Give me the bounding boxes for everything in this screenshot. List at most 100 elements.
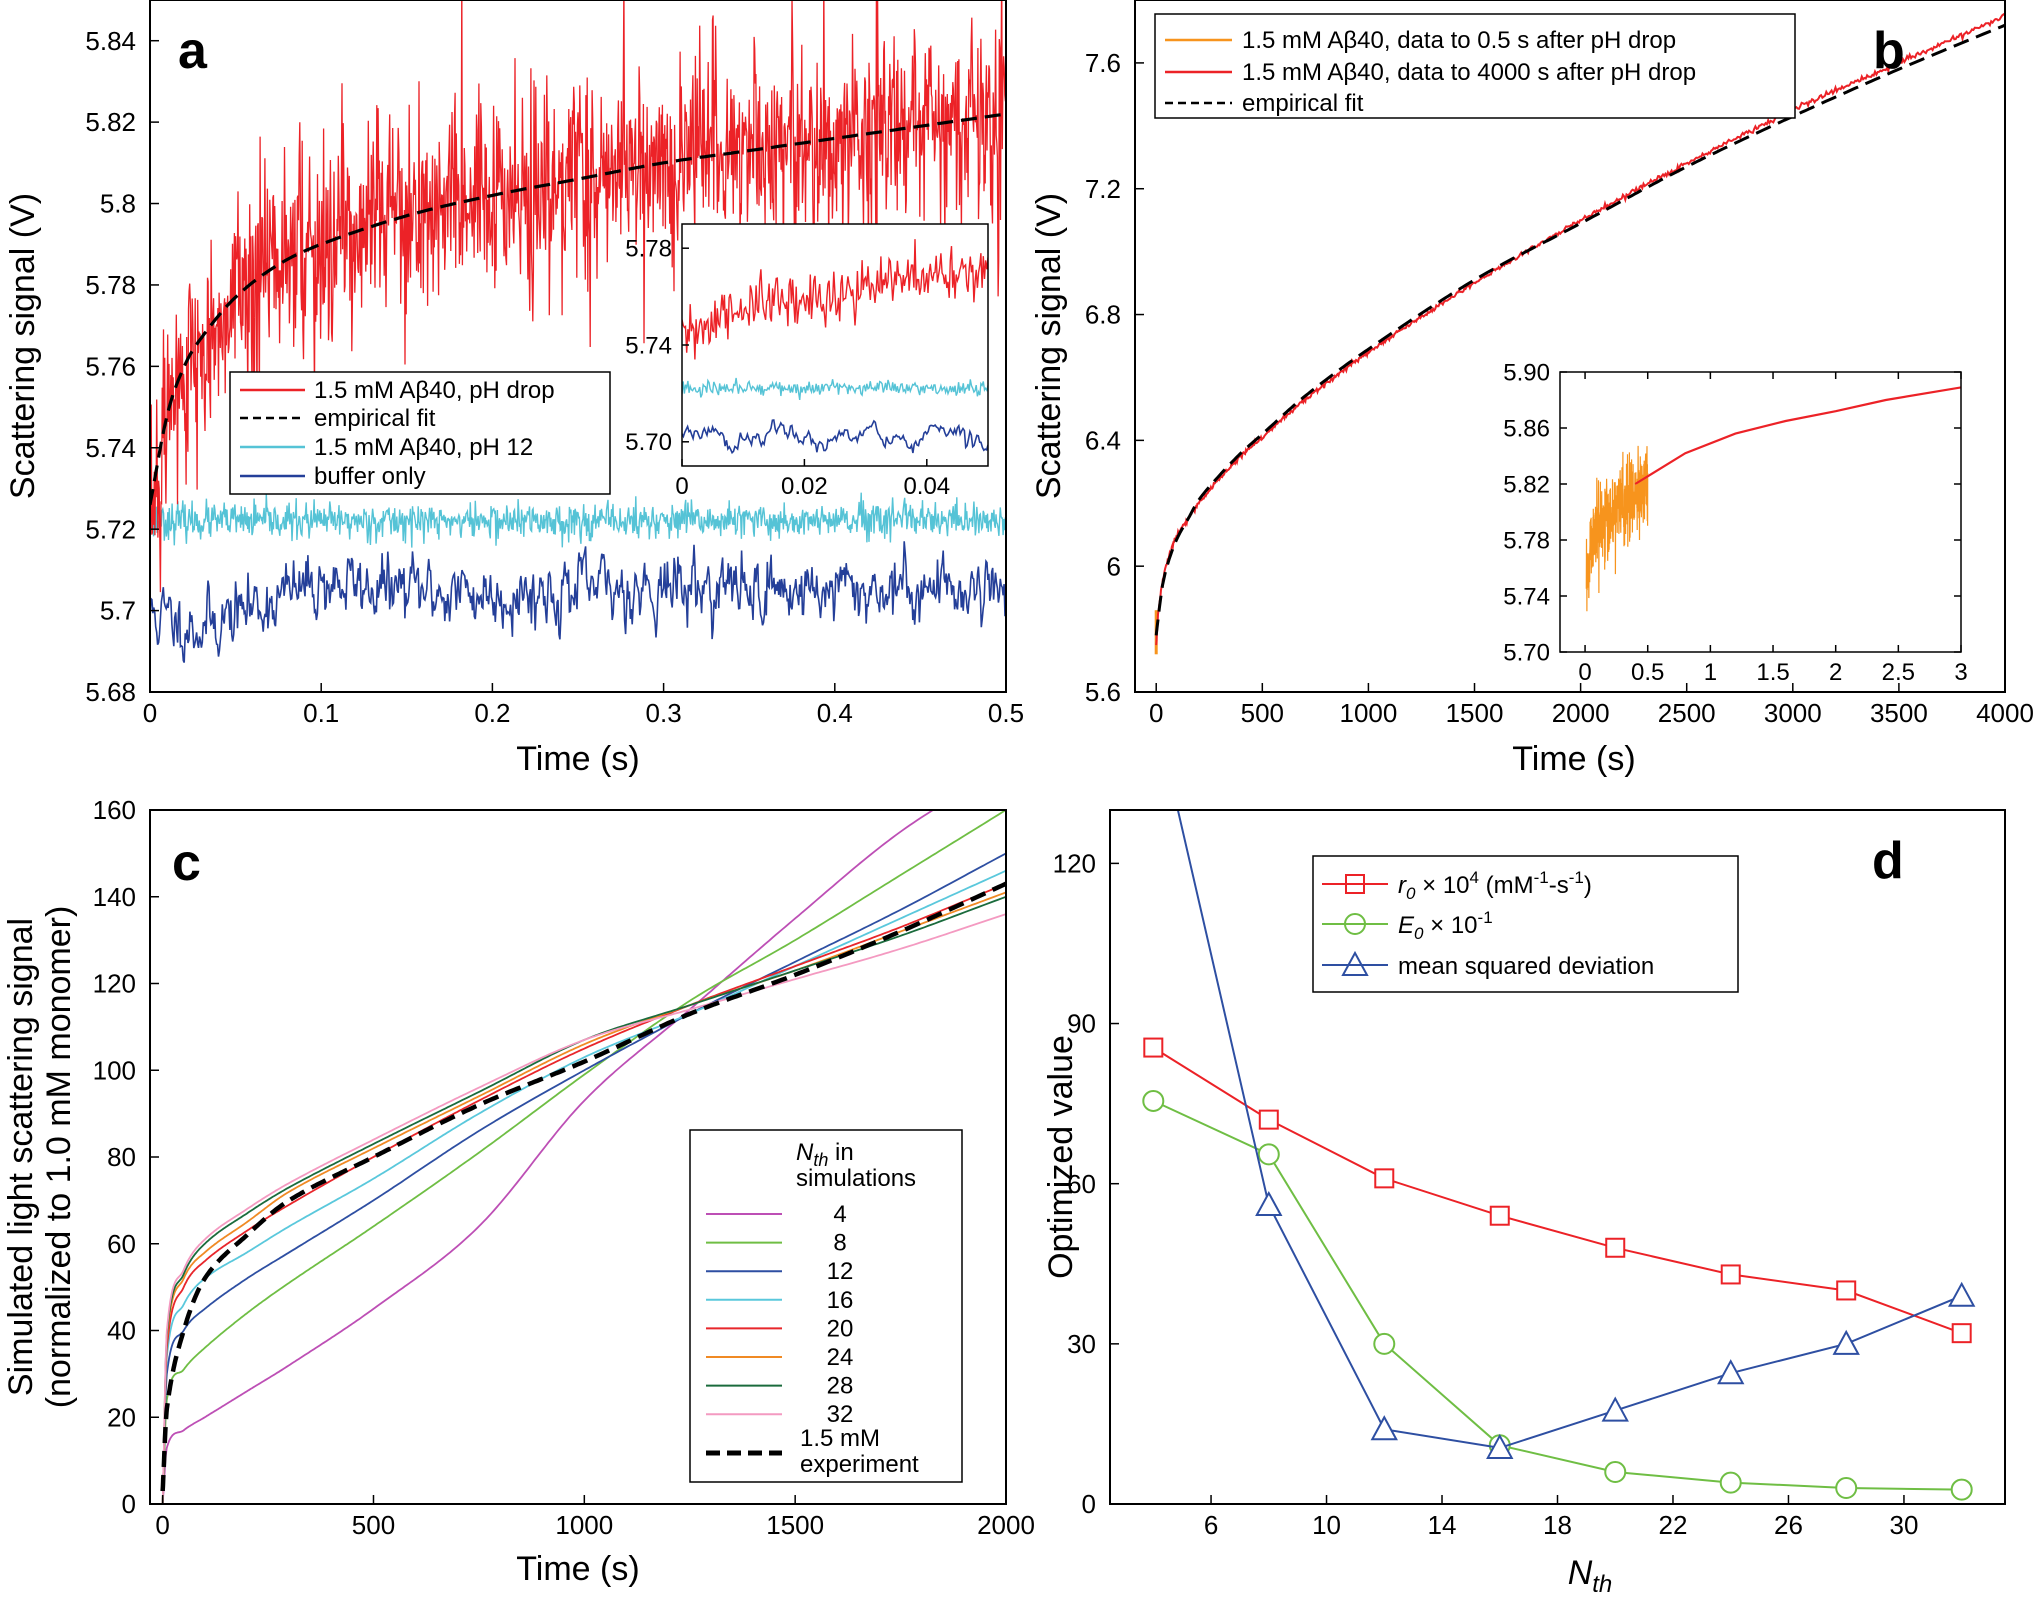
- panel-c-series-nth-12: [161, 852, 1006, 1504]
- panel-c-legend-box: [689, 1129, 963, 1483]
- panel-c-legend-item-28: 28: [827, 1373, 854, 1400]
- panel-c-ytick-label: 160: [93, 795, 136, 825]
- panel-a-series-buffer-only: [150, 541, 1006, 663]
- panel-a-xlabel: Time (s): [516, 740, 639, 778]
- panel-d-marker-r0: [1951, 1323, 1972, 1344]
- panel-a-ytick-label: 5.8: [100, 189, 136, 219]
- panel-c-legend-item-20: 20: [827, 1315, 854, 1342]
- panel-d-ytick-label: 30: [1067, 1329, 1096, 1359]
- panel-a-inset-ytick-label: 5.74: [625, 332, 672, 359]
- panel-a-ytick-label: 5.7: [100, 596, 136, 626]
- panel-b-xtick-label: 3000: [1764, 698, 1822, 728]
- panel-d-marker-e0: [1257, 1143, 1280, 1166]
- panel-c-legend-item-16: 16: [827, 1287, 854, 1314]
- panel-d-marker-msd: [1370, 1415, 1398, 1441]
- panel-c-axes: 0 500 1000 1500 2000 0 20 40 60 80 100 120 140 160: [93, 795, 1035, 1540]
- panel-c-label: c: [172, 834, 201, 892]
- panel-b-inset-xtick-label: 0.5: [1631, 659, 1664, 686]
- panel-d-marker-r0: [1258, 1109, 1279, 1130]
- panel-a-ytick-label: 5.68: [85, 677, 136, 707]
- panel-a-xtick-label: 0.1: [303, 698, 339, 728]
- panel-d-axes: 6 10 14 18 22 26 30 0 30 60 90 120: [1053, 848, 1919, 1540]
- panel-d-marker-msd: [1601, 1396, 1629, 1422]
- panel-a-legend: 1.5 mM Aβ40, pH drop empirical fit 1.5 m…: [229, 371, 611, 495]
- panel-b-plot-area: [1154, 13, 2005, 655]
- panel-b-legend-short: 1.5 mM Aβ40, data to 0.5 s after pH drop: [1242, 27, 1676, 54]
- panel-b-inset-ytick-label: 5.70: [1503, 639, 1550, 666]
- panel-b-inset-xtick-label: 1: [1704, 659, 1717, 686]
- panel-b-ytick-label: 5.6: [1085, 677, 1121, 707]
- panel-a-ytick-label: 5.74: [85, 433, 136, 463]
- panel-a-ytick-label: 5.72: [85, 514, 136, 544]
- panel-d-xtick-label: 18: [1543, 1510, 1572, 1540]
- panel-d-ytick-label: 60: [1067, 1169, 1096, 1199]
- panel-a-inset-series-ph-drop: [682, 239, 988, 360]
- panel-c-ytick-label: 100: [93, 1055, 136, 1085]
- panel-a-inset-xtick-label: 0.02: [781, 473, 828, 500]
- panel-d-legend-msd: mean squared deviation: [1398, 953, 1654, 980]
- panel-d-marker-e0: [1142, 1089, 1165, 1112]
- panel-a-inset: 0 0.02 0.04 5.70 5.74 5.78: [625, 223, 989, 500]
- panel-c-legend-item-32: 32: [827, 1401, 854, 1428]
- panel-b-legend-box: [1154, 13, 1796, 119]
- panel-c-legend-item-24: 24: [827, 1344, 854, 1371]
- panel-d-legend-e0: E0 × 10-1: [1398, 908, 1493, 943]
- panel-c-xlabel: Time (s): [516, 1550, 639, 1588]
- panel-a-inset-ytick-label: 5.78: [625, 236, 672, 263]
- panel-d-label: d: [1872, 832, 1904, 890]
- panel-c-series-nth-32: [161, 913, 1006, 1504]
- panel-c-ytick-label: 0: [122, 1489, 136, 1519]
- panel-c-ytick-label: 60: [107, 1229, 136, 1259]
- panel-a-inset-xtick-label: 0.04: [903, 473, 950, 500]
- panel-b-inset-ytick-label: 5.90: [1503, 359, 1550, 386]
- panel-c-ytick-label: 140: [93, 882, 136, 912]
- panel-d-marker-e0: [1950, 1478, 1973, 1501]
- panel-d-legend-marker-e0: [1344, 913, 1366, 935]
- panel-a-series-ph12: [150, 492, 1006, 548]
- panel-a-xtick-label: 0.5: [988, 698, 1024, 728]
- panel-b-ytick-label: 7.6: [1085, 48, 1121, 78]
- panel-a-xtick-label: 0.3: [646, 698, 682, 728]
- panel-a-ylabel: Scattering signal (V): [4, 193, 42, 499]
- panel-a-inset-xtick-label: 0: [675, 473, 688, 500]
- panel-c-series-nth-16: [161, 869, 1006, 1504]
- panel-b-ytick-label: 7.2: [1085, 174, 1121, 204]
- panel-d-legend-marker-msd: [1341, 950, 1369, 976]
- panel-d-marker-e0: [1835, 1476, 1858, 1499]
- panel-d-marker-msd: [1717, 1359, 1745, 1385]
- panel-d-marker-r0: [1143, 1037, 1164, 1058]
- panel-b-xtick-label: 1500: [1446, 698, 1504, 728]
- panel-a-plot-area: [150, 0, 1006, 663]
- panel-d-marker-e0: [1719, 1471, 1742, 1494]
- panel-b-label: b: [1873, 22, 1905, 80]
- panel-d-ylabel: Optimized value: [1042, 1035, 1080, 1279]
- panel-d-series-line-square: [1152, 1046, 1963, 1335]
- panel-b-inset-ytick-label: 5.74: [1503, 583, 1550, 610]
- panel-c-legend-item-4: 4: [833, 1201, 846, 1228]
- panel-c-xtick-label: 2000: [977, 1510, 1035, 1540]
- panel-b-xtick-label: 3500: [1870, 698, 1928, 728]
- panel-b-inset-xtick-label: 2.5: [1882, 659, 1915, 686]
- panel-c-xtick-label: 1500: [766, 1510, 824, 1540]
- panel-d-marker-r0: [1374, 1168, 1395, 1189]
- panel-d-ytick-label: 0: [1082, 1489, 1096, 1519]
- panel-c-series-nth-8: [161, 810, 1006, 1504]
- panel-a-xtick-label: 0.2: [474, 698, 510, 728]
- panel-d-marker-r0: [1836, 1280, 1857, 1301]
- panel-d-marker-msd: [1948, 1281, 1976, 1307]
- panel-d-marker-r0: [1489, 1205, 1510, 1226]
- panel-c-series-experiment: [160, 881, 1006, 1491]
- panel-d-legend: r0 × 104 (mM-1-s-1) E0 × 10-1 mean squar…: [1312, 855, 1739, 993]
- panel-d-xtick-label: 30: [1889, 1510, 1918, 1540]
- panel-b-inset-series-long-data: [1634, 386, 1961, 485]
- panel-d-marker-e0: [1604, 1460, 1627, 1483]
- panel-a-legend-ph12: 1.5 mM Aβ40, pH 12: [314, 434, 533, 461]
- panel-d-ytick-label: 120: [1053, 848, 1096, 878]
- panel-b-xtick-label: 2500: [1658, 698, 1716, 728]
- panel-a-inset-axes: 0 0.02 0.04 5.70 5.74 5.78: [625, 236, 950, 500]
- panel-a-legend-phdrop: 1.5 mM Aβ40, pH drop: [314, 377, 555, 404]
- panel-b-ylabel: Scattering signal (V): [1030, 193, 1068, 499]
- panel-d-xtick-label: 14: [1428, 1510, 1457, 1540]
- panel-b-inset-plot-area: [1585, 386, 1961, 612]
